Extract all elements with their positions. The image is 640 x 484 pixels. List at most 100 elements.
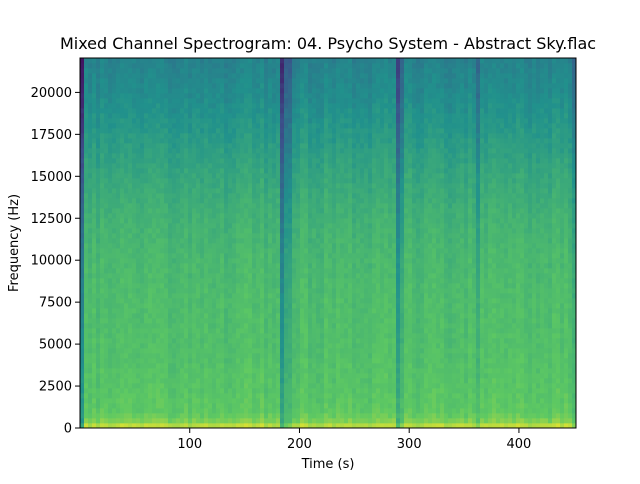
spectrogram-cell bbox=[344, 388, 349, 394]
spectrogram-cell bbox=[332, 388, 337, 394]
spectrogram-cell bbox=[104, 188, 109, 194]
spectrogram-cell bbox=[232, 363, 237, 369]
spectrogram-cell bbox=[124, 423, 129, 429]
spectrogram-cell bbox=[220, 318, 225, 324]
spectrogram-cell bbox=[208, 378, 213, 384]
spectrogram-cell bbox=[248, 138, 253, 144]
spectrogram-cell bbox=[312, 58, 317, 64]
spectrogram-cell bbox=[224, 333, 229, 339]
spectrogram-cell bbox=[272, 113, 277, 119]
spectrogram-cell bbox=[284, 113, 289, 119]
spectrogram-cell bbox=[232, 58, 237, 64]
spectrogram-cell bbox=[92, 218, 97, 224]
spectrogram-cell bbox=[340, 138, 345, 144]
spectrogram-cell bbox=[292, 178, 297, 184]
spectrogram-cell bbox=[132, 203, 137, 209]
spectrogram-cell bbox=[196, 148, 201, 154]
spectrogram-cell bbox=[332, 93, 337, 99]
spectrogram-cell bbox=[168, 238, 173, 244]
spectrogram-cell bbox=[100, 268, 105, 274]
spectrogram-cell bbox=[300, 163, 305, 169]
spectrogram-cell bbox=[108, 78, 113, 84]
spectrogram-cell bbox=[172, 213, 177, 219]
spectrogram-cell bbox=[92, 418, 97, 424]
spectrogram-cell bbox=[144, 283, 149, 289]
spectrogram-cell bbox=[192, 88, 197, 94]
spectrogram-cell bbox=[176, 233, 181, 239]
spectrogram-cell bbox=[240, 298, 245, 304]
spectrogram-cell bbox=[332, 78, 337, 84]
spectrogram-cell bbox=[100, 408, 105, 414]
spectrogram-cell bbox=[344, 253, 349, 259]
spectrogram-cell bbox=[348, 308, 353, 314]
spectrogram-cell bbox=[224, 273, 229, 279]
spectrogram-cell bbox=[136, 323, 141, 329]
spectrogram-cell bbox=[96, 228, 101, 234]
spectrogram-cell bbox=[232, 68, 237, 74]
spectrogram-cell bbox=[252, 73, 257, 79]
spectrogram-cell bbox=[240, 103, 245, 109]
spectrogram-cell bbox=[192, 313, 197, 319]
spectrogram-cell bbox=[176, 158, 181, 164]
spectrogram-cell bbox=[160, 63, 165, 69]
spectrogram-cell bbox=[300, 263, 305, 269]
spectrogram-cell bbox=[312, 213, 317, 219]
spectrogram-cell bbox=[336, 153, 341, 159]
spectrogram-cell bbox=[284, 383, 289, 389]
spectrogram-cell bbox=[228, 233, 233, 239]
spectrogram-cell bbox=[296, 173, 301, 179]
spectrogram-cell bbox=[324, 208, 329, 214]
spectrogram-cell bbox=[344, 68, 349, 74]
spectrogram-cell bbox=[208, 93, 213, 99]
spectrogram-cell bbox=[80, 348, 85, 354]
spectrogram-cell bbox=[176, 358, 181, 364]
spectrogram-cell bbox=[320, 138, 325, 144]
spectrogram-cell bbox=[320, 93, 325, 99]
spectrogram-cell bbox=[120, 388, 125, 394]
spectrogram-cell bbox=[116, 98, 121, 104]
spectrogram-cell bbox=[196, 83, 201, 89]
spectrogram-cell bbox=[292, 303, 297, 309]
spectrogram-cell bbox=[320, 63, 325, 69]
spectrogram-cell bbox=[212, 363, 217, 369]
spectrogram-cell bbox=[164, 238, 169, 244]
spectrogram-cell bbox=[112, 353, 117, 359]
spectrogram-cell bbox=[204, 418, 209, 424]
spectrogram-cell bbox=[172, 248, 177, 254]
spectrogram-cell bbox=[92, 168, 97, 174]
spectrogram-cell bbox=[232, 128, 237, 134]
spectrogram-cell bbox=[344, 83, 349, 89]
spectrogram-cell bbox=[228, 178, 233, 184]
spectrogram-cell bbox=[280, 168, 285, 174]
spectrogram-cell bbox=[260, 123, 265, 129]
spectrogram-cell bbox=[132, 143, 137, 149]
spectrogram-cell bbox=[256, 363, 261, 369]
spectrogram-cell bbox=[264, 378, 269, 384]
spectrogram-cell bbox=[228, 333, 233, 339]
spectrogram-cell bbox=[320, 228, 325, 234]
spectrogram-cell bbox=[108, 93, 113, 99]
spectrogram-cell bbox=[340, 78, 345, 84]
spectrogram-cell bbox=[324, 348, 329, 354]
spectrogram-cell bbox=[124, 118, 129, 124]
spectrogram-cell bbox=[228, 313, 233, 319]
spectrogram-cell bbox=[324, 288, 329, 294]
spectrogram-cell bbox=[316, 208, 321, 214]
spectrogram-cell bbox=[228, 188, 233, 194]
spectrogram-cell bbox=[188, 318, 193, 324]
spectrogram-cell bbox=[184, 153, 189, 159]
spectrogram-cell bbox=[192, 158, 197, 164]
spectrogram-cell bbox=[236, 348, 241, 354]
spectrogram-cell bbox=[244, 273, 249, 279]
spectrogram-cell bbox=[328, 213, 333, 219]
spectrogram-cell bbox=[308, 113, 313, 119]
spectrogram-cell bbox=[148, 168, 153, 174]
spectrogram-cell bbox=[296, 278, 301, 284]
spectrogram-cell bbox=[316, 298, 321, 304]
spectrogram-cell bbox=[252, 193, 257, 199]
spectrogram-cell bbox=[204, 243, 209, 249]
spectrogram-cell bbox=[104, 98, 109, 104]
spectrogram-cell bbox=[164, 288, 169, 294]
spectrogram-cell bbox=[168, 358, 173, 364]
spectrogram-cell bbox=[336, 293, 341, 299]
